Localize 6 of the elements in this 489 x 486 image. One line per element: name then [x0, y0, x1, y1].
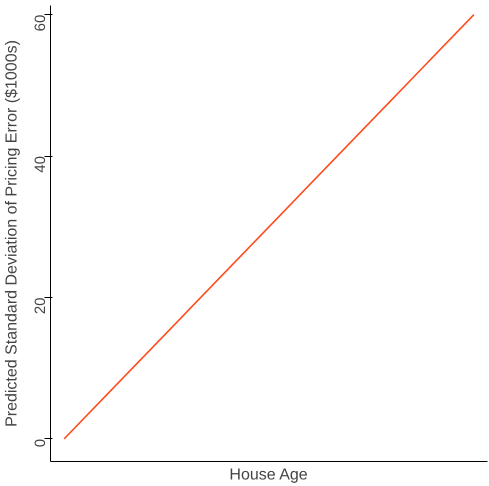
y-tick-label: 20	[32, 297, 49, 314]
y-tick-label: 60	[32, 14, 49, 32]
y-tick-label: 40	[32, 156, 49, 173]
y-tick-label: 0	[32, 438, 49, 448]
y-axis-title: Predicted Standard Deviation of Pricing Error ($1000s)	[4, 40, 20, 427]
x-axis-title: House Age	[229, 466, 308, 484]
